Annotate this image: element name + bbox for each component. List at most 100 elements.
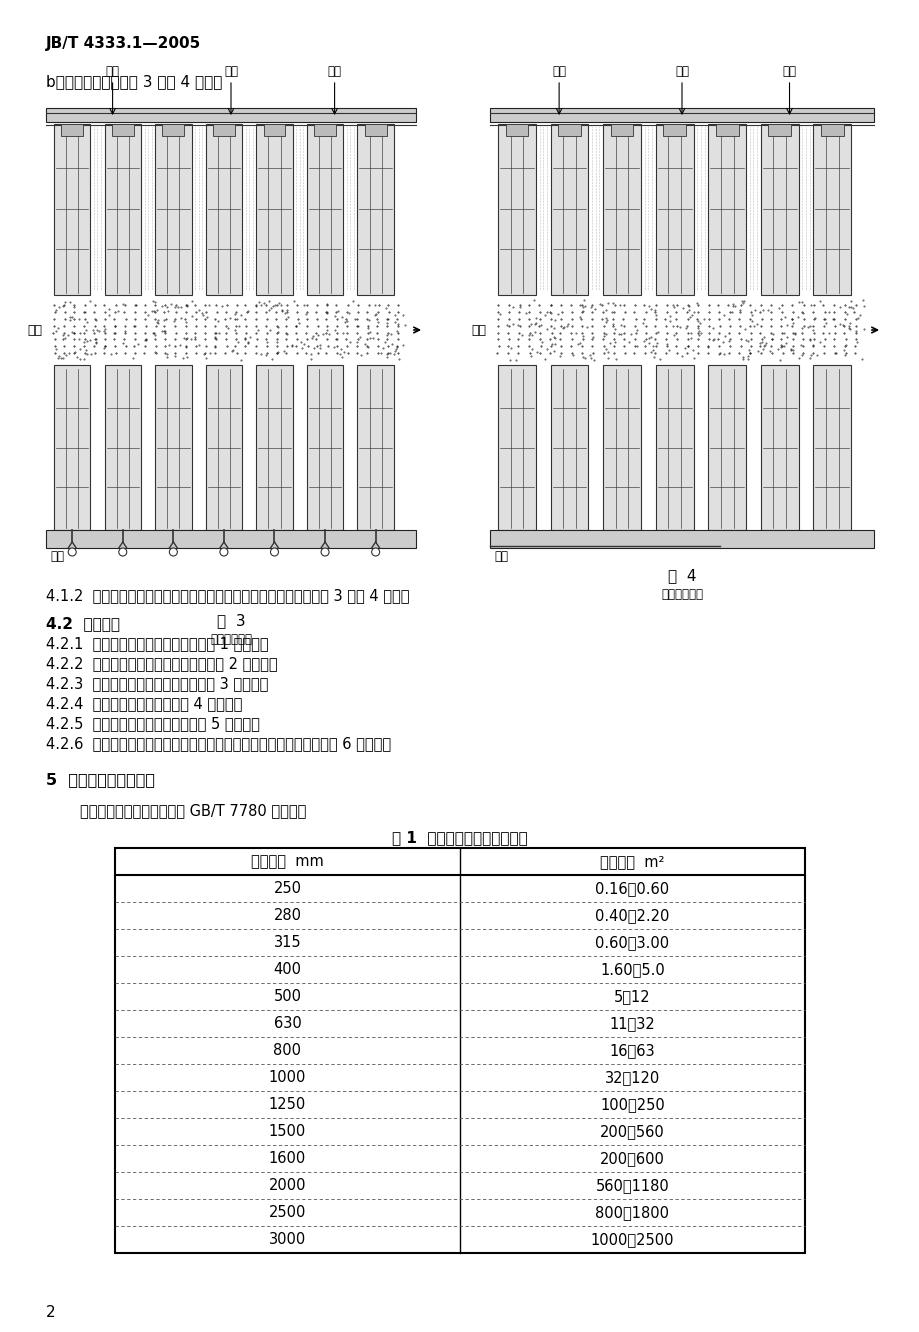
Bar [708,124,745,294]
Bar [115,848,804,1253]
Text: 2500: 2500 [268,1205,306,1220]
Bar [357,124,393,294]
Text: 4.2.6  用于啊酒、饮料行业的纸板、硅藻土压滤机的基本参数应符合表 6 的规定。: 4.2.6 用于啊酒、饮料行业的纸板、硅藻土压滤机的基本参数应符合表 6 的规定… [46,737,391,751]
Bar [263,124,285,136]
Text: 16～63: 16～63 [609,1043,654,1058]
Bar [112,124,133,136]
Bar [708,365,745,530]
Text: 1.60～5.0: 1.60～5.0 [599,962,664,976]
Text: 2000: 2000 [268,1177,306,1193]
Bar [313,124,335,136]
Circle shape [169,547,177,555]
Text: 800～1800: 800～1800 [595,1205,669,1220]
Bar [715,124,738,136]
Circle shape [270,547,278,555]
Text: 2: 2 [46,1305,55,1320]
Text: 0.16～0.60: 0.16～0.60 [595,880,669,896]
Text: 1000～2500: 1000～2500 [590,1232,674,1247]
Bar [655,365,693,530]
Text: 200～560: 200～560 [599,1124,664,1139]
Text: 滤板: 滤板 [106,65,119,79]
Text: 滤板: 滤板 [551,65,565,79]
Text: 滤液: 滤液 [50,550,64,563]
Bar [767,124,790,136]
Bar [54,124,90,294]
Text: 压滤机型号表示方法应符合 GB/T 7780 的规定。: 压滤机型号表示方法应符合 GB/T 7780 的规定。 [80,803,306,818]
Bar [105,124,141,294]
Bar [490,108,873,123]
Text: 表 1  方形滤板压滤机基本参数: 表 1 方形滤板压滤机基本参数 [391,830,528,844]
Text: 过滤面积  m²: 过滤面积 m² [599,854,664,868]
Text: 280: 280 [273,908,301,923]
Bar [163,124,184,136]
Bar [663,124,686,136]
Bar [603,365,641,530]
Text: 浆料: 浆料 [471,324,485,337]
Text: 32～120: 32～120 [604,1070,660,1086]
Text: 图  4: 图 4 [667,567,696,583]
Bar [603,124,641,294]
Circle shape [321,547,329,555]
Text: 5  压滤机型号表示方法: 5 压滤机型号表示方法 [46,773,154,787]
Text: 1250: 1250 [268,1098,306,1112]
Text: 500: 500 [273,988,301,1004]
Text: 滤布: 滤布 [327,65,341,79]
Text: JB/T 4333.1—2005: JB/T 4333.1—2005 [46,36,201,51]
Text: 11～32: 11～32 [609,1016,654,1031]
Bar [46,530,415,547]
Bar [760,124,798,294]
Text: 200～600: 200～600 [599,1151,664,1166]
Text: 4.1.2  压滤机按液体的排出方式不同分为明流式和暗流式，分别如图 3 和图 4 所示。: 4.1.2 压滤机按液体的排出方式不同分为明流式和暗流式，分别如图 3 和图 4… [46,587,409,603]
Circle shape [220,547,228,555]
Text: 100～250: 100～250 [599,1098,664,1112]
Bar [497,124,535,294]
Text: 3000: 3000 [268,1232,306,1247]
Bar [550,365,588,530]
Bar [610,124,633,136]
Text: 4.2.2  长方形滤板压滤机的参数应符合表 2 的规定。: 4.2.2 长方形滤板压滤机的参数应符合表 2 的规定。 [46,655,278,671]
Text: 4.2  基本参数: 4.2 基本参数 [46,615,119,631]
Text: 315: 315 [273,935,301,950]
Bar [490,530,873,547]
Bar [760,365,798,530]
Bar [505,124,528,136]
Circle shape [371,547,380,555]
Bar [206,124,242,294]
Bar [550,124,588,294]
Text: b）幢式压滤机，如图 3 和图 4 所示。: b）幢式压滤机，如图 3 和图 4 所示。 [46,75,222,89]
Text: 1500: 1500 [268,1124,306,1139]
Bar [155,365,191,530]
Text: 板外尺寸  mm: 板外尺寸 mm [251,854,323,868]
Bar [820,124,843,136]
Text: 图  3: 图 3 [217,613,245,627]
Bar [558,124,580,136]
Text: 4.2.4  压滤机滤室深度应符合表 4 的规定。: 4.2.4 压滤机滤室深度应符合表 4 的规定。 [46,697,242,711]
Text: 400: 400 [273,962,301,976]
Text: 幢式明流过滤: 幢式明流过滤 [210,633,252,646]
Bar [105,365,141,530]
Text: 800: 800 [273,1043,301,1058]
Bar [62,124,83,136]
Bar [46,108,415,123]
Text: 滤液: 滤液 [494,550,507,563]
Bar [206,365,242,530]
Bar [256,124,292,294]
Text: 4.2.5  压滤机公称压力等级应符合表 5 的规定。: 4.2.5 压滤机公称压力等级应符合表 5 的规定。 [46,717,259,731]
Text: 0.60～3.00: 0.60～3.00 [595,935,669,950]
Bar [307,124,343,294]
Text: 630: 630 [273,1016,301,1031]
Text: 幢式暗流过滤: 幢式暗流过滤 [660,587,702,601]
Circle shape [119,547,127,555]
Text: 4.2.1  方形滤板压滤机的参数应符合表 1 的规定。: 4.2.1 方形滤板压滤机的参数应符合表 1 的规定。 [46,635,268,651]
Circle shape [68,547,76,555]
Text: 4.2.3  圆形滤板压滤机的参数应符合表 3 的规定。: 4.2.3 圆形滤板压滤机的参数应符合表 3 的规定。 [46,677,268,691]
Text: 250: 250 [273,880,301,896]
Text: 5～12: 5～12 [614,988,650,1004]
Bar [213,124,234,136]
Text: 1000: 1000 [268,1070,306,1086]
Bar [307,365,343,530]
Bar [497,365,535,530]
Text: 滤布: 滤布 [782,65,796,79]
Text: 1600: 1600 [268,1151,306,1166]
Bar [812,365,850,530]
